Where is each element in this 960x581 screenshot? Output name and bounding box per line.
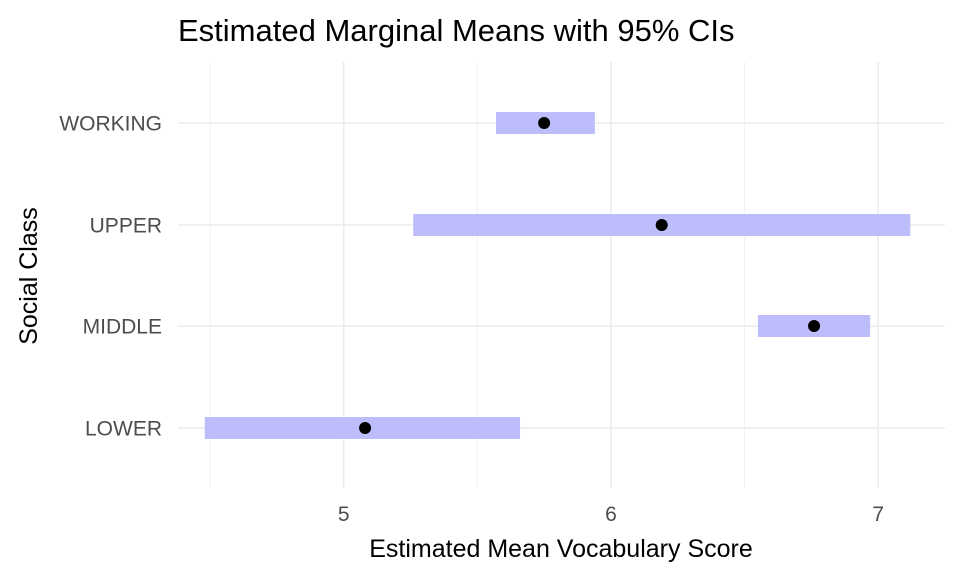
estimate-point [359, 422, 372, 434]
y-axis-title: Social Class [15, 207, 43, 345]
y-tick-label: MIDDLE [83, 316, 162, 339]
estimate-point [538, 117, 551, 129]
ci-band-layer [204, 112, 911, 439]
estimate-point-layer [359, 117, 821, 434]
x-axis-title: Estimated Mean Vocabulary Score [369, 535, 753, 563]
estimate-point [808, 320, 821, 332]
y-tick-labels: LOWER MIDDLE UPPER WORKING [59, 113, 162, 441]
x-tick-label: 6 [605, 503, 617, 526]
y-tick-label: WORKING [59, 113, 162, 136]
y-tick-label: LOWER [85, 418, 162, 441]
y-tick-label: UPPER [90, 215, 162, 238]
x-tick-label: 7 [872, 503, 884, 526]
x-tick-label: 5 [338, 503, 350, 526]
chart-title: Estimated Marginal Means with 95% CIs [178, 13, 735, 48]
estimate-point [655, 219, 668, 231]
x-tick-labels: 5 6 7 [338, 503, 884, 526]
